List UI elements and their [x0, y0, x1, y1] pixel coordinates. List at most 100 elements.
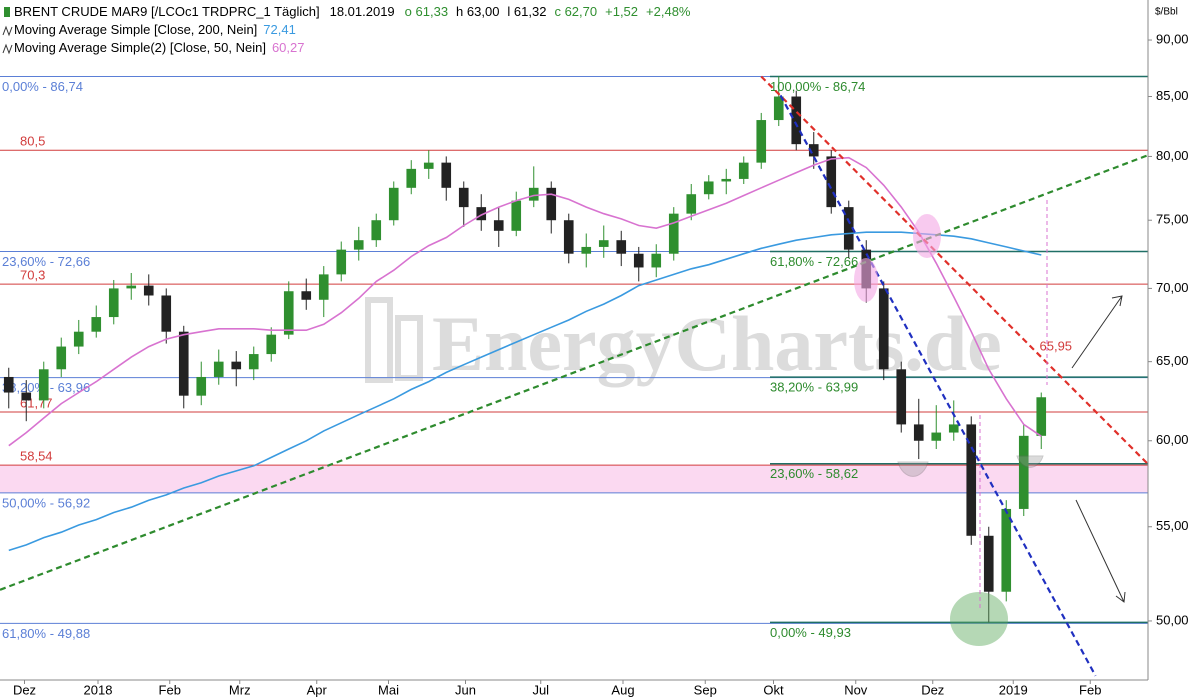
candle-body [423, 162, 434, 169]
fib-level-label: 23,60% - 58,62 [770, 466, 858, 481]
high: h 63,00 [456, 4, 499, 19]
candle-body [1018, 435, 1029, 509]
candle-body [73, 331, 84, 347]
y-tick-label: 60,00 [1156, 432, 1189, 447]
candle-body [1001, 508, 1012, 592]
candle-body [563, 220, 574, 254]
fib-level-label: 100,00% - 86,74 [770, 79, 865, 94]
x-tick-label: Feb [159, 682, 181, 697]
candle-body [896, 369, 907, 425]
candle-body [686, 194, 697, 214]
fib-level-label: 38,20% - 63,99 [770, 380, 858, 395]
x-tick-label: Feb [1079, 682, 1101, 697]
candle-body [441, 162, 452, 188]
candle-body [756, 120, 767, 163]
date: 18.01.2019 [330, 4, 395, 19]
watermark-icon [365, 297, 393, 383]
candle-body [966, 424, 977, 536]
candle-body [458, 187, 469, 208]
highlight [913, 214, 941, 258]
x-tick-label: Okt [763, 682, 784, 697]
header: BRENT CRUDE MAR9 [/LCOc1 TRDPRC_1 Täglic… [4, 4, 691, 19]
legend-entry: Moving Average Simple(2) [Close, 50, Nei… [14, 40, 305, 55]
y-tick-label: 90,00 [1156, 31, 1189, 46]
legend-label: Moving Average Simple(2) [Close, 50, Nei… [14, 40, 266, 55]
candle-body [178, 331, 189, 396]
candle-body [213, 361, 224, 377]
candle-body [791, 96, 802, 145]
header-icon [4, 7, 10, 17]
support-band [0, 465, 1148, 493]
legend-icon [2, 43, 13, 55]
unit: $/Bbl [1155, 7, 1178, 18]
candle-body [248, 354, 259, 370]
level-label: 70,3 [20, 268, 45, 283]
x-tick-label: Dez [921, 682, 944, 697]
y-tick-label: 55,00 [1156, 518, 1189, 533]
x-tick-label: Mai [378, 682, 399, 697]
candle-body [738, 162, 749, 179]
fib-level-label: 50,00% - 56,92 [2, 495, 90, 510]
candle-body [3, 376, 14, 393]
candle-body [826, 156, 837, 208]
candle-body [388, 187, 399, 221]
arrow [1071, 295, 1123, 369]
highlight [854, 258, 878, 302]
title: BRENT CRUDE MAR9 [/LCOc1 TRDPRC_1 Täglic… [14, 4, 691, 19]
candle-body [231, 361, 242, 370]
x-tick-label: Jun [455, 682, 476, 697]
candle-body [301, 291, 312, 300]
x-tick-label: Jul [532, 682, 549, 697]
candle-body [493, 220, 504, 231]
candle-body [616, 240, 627, 254]
highlight [897, 461, 929, 477]
levels: 0,00% - 86,74 23,60% - 72,66 38,20% - 63,9… [0, 75, 1148, 641]
fib-level-label: 61,80% - 72,66 [770, 254, 858, 269]
candle-body [581, 246, 592, 254]
moving-average [8, 156, 1042, 447]
annotation: 65,95 [1040, 339, 1073, 354]
candle-body [91, 317, 102, 332]
candle-body [598, 240, 609, 247]
open: o 61,33 [405, 4, 448, 19]
candle-body [913, 424, 924, 441]
candle-body [126, 285, 137, 289]
candle-body [668, 213, 679, 254]
fib-level-label: 23,60% - 72,66 [2, 254, 90, 269]
candle-body [21, 392, 32, 401]
level-label: 80,5 [20, 134, 45, 149]
candle-body [143, 285, 154, 296]
legend-value: 72,41 [263, 22, 296, 37]
y-tick-label: 85,00 [1156, 88, 1189, 103]
legend-value: 60,27 [272, 40, 305, 55]
close: c 62,70 [554, 4, 597, 19]
candle-body [528, 187, 539, 201]
legend-entry: Moving Average Simple [Close, 200, Nein]… [14, 22, 296, 37]
fib-level-label: 61,80% - 49,88 [2, 626, 90, 641]
trendline [779, 94, 1097, 677]
y-tick-label: 80,00 [1156, 148, 1189, 163]
candle-body [38, 369, 49, 401]
y-tick-label: 65,00 [1156, 353, 1189, 368]
candle-body [108, 288, 119, 318]
candle-body [371, 220, 382, 241]
candle-body [633, 253, 644, 268]
y-tick-label: 75,00 [1156, 212, 1189, 227]
legend-icon [2, 25, 13, 37]
fib-level-label: 0,00% - 86,74 [2, 79, 83, 94]
candle-body [318, 274, 329, 300]
candle-body [651, 253, 662, 268]
candle-body [931, 432, 942, 441]
low: l 61,32 [507, 4, 546, 19]
y-tick-label: 50,00 [1156, 612, 1189, 627]
trendline [0, 154, 1148, 591]
arrow [1075, 499, 1126, 603]
candle-body [283, 291, 294, 335]
candle-body [336, 249, 347, 275]
candle-body [948, 424, 959, 433]
candle-body [161, 295, 172, 332]
candle-body [878, 288, 889, 370]
candle-body [703, 181, 714, 195]
candle-body [353, 240, 364, 250]
